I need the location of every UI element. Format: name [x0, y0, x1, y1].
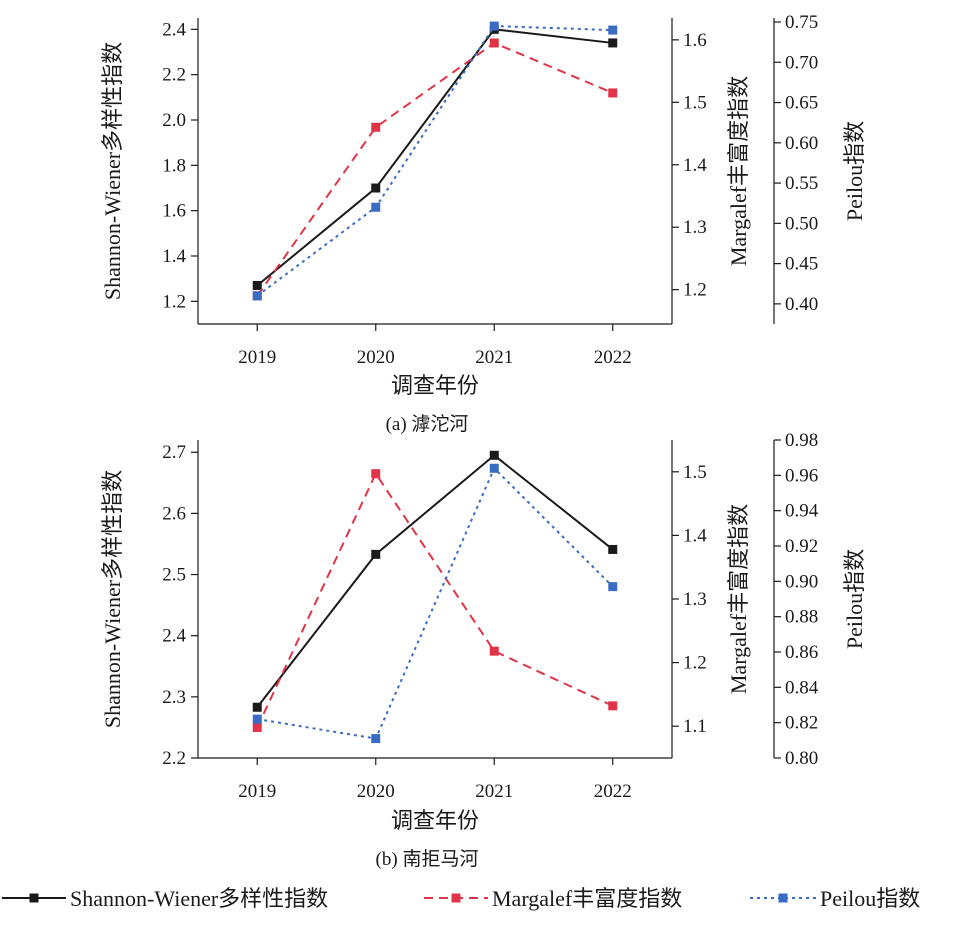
- legend-label-shannon: Shannon-Wiener多样性指数: [70, 886, 328, 911]
- x-tick-label: 2021: [475, 347, 513, 368]
- right2-y-tick-label: 0.50: [785, 213, 818, 234]
- left-y-tick-label: 2.0: [162, 110, 186, 131]
- left-y-axis-title: Shannon-Wiener多样性指数: [100, 42, 125, 300]
- right2-y-tick-label: 0.75: [785, 12, 818, 33]
- left-y-tick-label: 2.7: [162, 442, 186, 463]
- right2-y-tick-label: 0.60: [785, 133, 818, 154]
- margalef-data-point: [608, 701, 618, 711]
- x-axis-title: 调查年份: [391, 808, 479, 833]
- x-tick-label: 2020: [357, 347, 395, 368]
- margalef-series-line: [256, 471, 614, 728]
- margalef-data-point: [608, 88, 618, 98]
- left-y-tick-label: 1.8: [162, 155, 186, 176]
- left-y-tick-label: 2.4: [162, 626, 186, 647]
- x-tick-label: 2021: [475, 781, 513, 802]
- left-y-tick-label: 2.4: [162, 19, 186, 40]
- legend-marker-shannon: [29, 893, 39, 903]
- shannon-data-point: [608, 544, 618, 554]
- peilou-data-point: [489, 21, 499, 31]
- x-tick-label: 2022: [594, 347, 632, 368]
- peilou-data-point: [371, 202, 381, 212]
- left-y-tick-label: 1.2: [162, 291, 186, 312]
- margalef-data-point: [489, 38, 499, 48]
- margalef-data-point: [371, 122, 381, 132]
- panel-b: 2019 2020 2021 2022 调查年份 (b) 南拒马河 2.2 2.3 2.4 2.5…: [100, 430, 867, 870]
- right2-y-tick-label: 0.94: [785, 501, 819, 522]
- shannon-series-line: [256, 28, 613, 287]
- margalef-data-point: [371, 469, 381, 479]
- margalef-data-point: [489, 646, 499, 656]
- right2-y-tick-label: 0.96: [785, 465, 818, 486]
- panel-caption: (a) 滹沱河: [386, 413, 469, 435]
- peilou-data-point: [252, 714, 262, 724]
- peilou-data-point: [252, 291, 262, 301]
- panel-caption: (b) 南拒马河: [376, 848, 479, 870]
- x-axis-title: 调查年份: [391, 373, 479, 398]
- right1-y-axis-title: Margalef丰富度指数: [726, 76, 751, 266]
- right2-y-tick-label: 0.70: [785, 52, 818, 73]
- shannon-data-point: [489, 450, 499, 460]
- legend-marker-margalef: [451, 893, 461, 903]
- right2-y-tick-label: 0.90: [785, 571, 818, 592]
- x-tick-label: 2022: [594, 781, 632, 802]
- right1-y-tick-label: 1.2: [683, 280, 707, 301]
- margalef-data-point: [252, 722, 262, 732]
- right2-y-axis-title: Peilou指数: [842, 121, 867, 221]
- left-y-tick-label: 2.2: [162, 65, 186, 86]
- x-tick-label: 2019: [238, 347, 276, 368]
- right2-y-axis-title: Peilou指数: [842, 549, 867, 649]
- legend-marker-peilou: [778, 893, 788, 903]
- legend: Shannon-Wiener多样性指数 Margalef丰富度指数 Peilou指数: [2, 886, 920, 911]
- peilou-series-line: [256, 25, 613, 297]
- right1-y-axis-title: Margalef丰富度指数: [726, 504, 751, 694]
- peilou-series-line: [257, 466, 614, 740]
- left-y-tick-label: 2.2: [162, 748, 186, 769]
- shannon-data-point: [252, 702, 262, 712]
- right2-y-tick-label: 0.88: [785, 607, 818, 628]
- x-tick-label: 2019: [238, 781, 276, 802]
- shannon-data-point: [371, 183, 381, 193]
- right1-y-tick-label: 1.1: [683, 716, 707, 737]
- right1-y-tick-label: 1.5: [683, 92, 707, 113]
- left-y-tick-label: 2.5: [162, 565, 186, 586]
- right2-y-tick-label: 0.55: [785, 173, 818, 194]
- shannon-data-point: [371, 549, 381, 559]
- right2-y-tick-label: 0.98: [785, 430, 818, 451]
- peilou-data-point: [489, 463, 499, 473]
- x-tick-label: 2020: [357, 781, 395, 802]
- left-y-tick-label: 2.3: [162, 687, 186, 708]
- right2-y-tick-label: 0.80: [785, 748, 818, 769]
- right1-y-tick-label: 1.4: [683, 525, 707, 546]
- shannon-series-line: [256, 453, 614, 708]
- right1-y-tick-label: 1.4: [683, 155, 707, 176]
- right2-y-tick-label: 0.92: [785, 536, 818, 557]
- right2-y-tick-label: 0.40: [785, 294, 818, 315]
- right2-y-tick-label: 0.65: [785, 93, 818, 114]
- panel-a: 2019 2020 2021 2022 调查年份 (a) 滹沱河 1.2 1.4 1.6 1.8 2…: [100, 12, 867, 435]
- left-y-tick-label: 1.6: [162, 201, 186, 222]
- legend-label-margalef: Margalef丰富度指数: [492, 886, 682, 911]
- right1-y-tick-label: 1.2: [683, 653, 707, 674]
- peilou-data-point: [608, 582, 618, 592]
- shannon-data-point: [252, 280, 262, 290]
- right2-y-tick-label: 0.86: [785, 642, 818, 663]
- shannon-data-point: [608, 38, 618, 48]
- left-y-tick-label: 2.6: [162, 503, 186, 524]
- left-y-tick-label: 1.4: [162, 246, 186, 267]
- right1-y-tick-label: 1.6: [683, 30, 707, 51]
- left-y-axis-title: Shannon-Wiener多样性指数: [100, 470, 125, 728]
- right1-y-tick-label: 1.3: [683, 217, 707, 238]
- peilou-data-point: [608, 25, 618, 35]
- right2-y-tick-label: 0.82: [785, 713, 818, 734]
- margalef-series-line: [256, 41, 614, 297]
- legend-label-peilou: Peilou指数: [820, 886, 920, 911]
- right2-y-tick-label: 0.45: [785, 254, 818, 275]
- right2-y-tick-label: 0.84: [785, 677, 819, 698]
- peilou-data-point: [371, 734, 381, 744]
- right1-y-tick-label: 1.3: [683, 589, 707, 610]
- right1-y-tick-label: 1.5: [683, 462, 707, 483]
